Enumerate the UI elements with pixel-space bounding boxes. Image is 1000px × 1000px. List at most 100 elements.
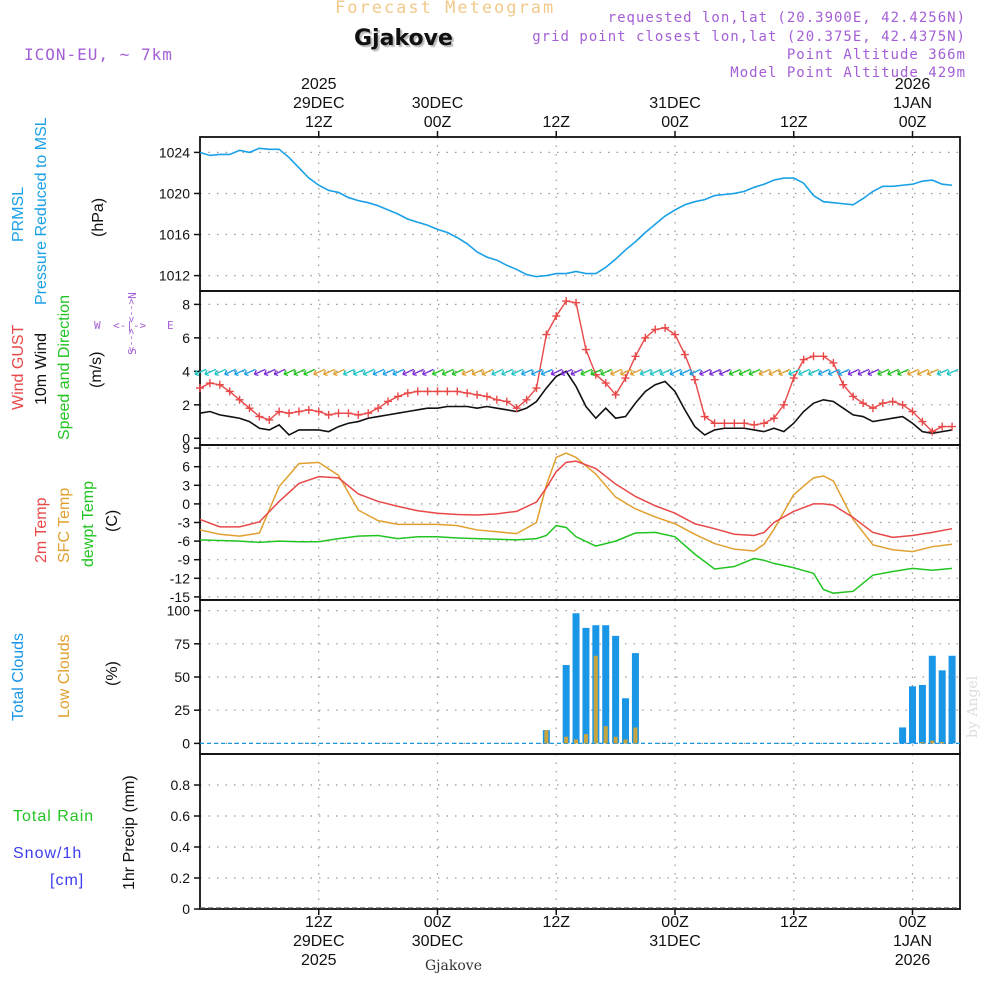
wind-direction-arrow	[827, 368, 840, 376]
wind-gust-marker	[324, 410, 333, 419]
y-tick-label: -6	[178, 533, 191, 549]
time-label-line: 1JAN	[892, 95, 933, 112]
wind-gust-marker	[205, 379, 214, 388]
wind-gust-marker	[631, 352, 640, 361]
location-name: Gjakove	[354, 26, 453, 51]
wind-gust-marker	[482, 392, 491, 401]
wind-gust-marker	[275, 407, 284, 416]
wind-gust-marker	[473, 390, 482, 399]
wind-direction-arrow	[788, 368, 801, 376]
wind-direction-arrow	[718, 368, 731, 376]
y-tick-label: 6	[182, 330, 190, 346]
model-label: ICON-EU, ~ 7km	[24, 45, 173, 64]
low-cloud-bar	[920, 742, 925, 744]
wind-gust-marker	[671, 330, 679, 339]
wind-gust-marker	[393, 392, 402, 401]
wind-direction-arrow	[768, 368, 781, 376]
wind-direction-arrow	[857, 368, 870, 376]
wind-gust-marker	[878, 399, 887, 408]
wind-direction-arrow	[293, 368, 306, 376]
wind-direction-arrow	[679, 368, 692, 376]
wind-gust-marker	[294, 407, 303, 416]
panel-2: -15 -12 -9 -6 -3 0 3 6 9	[170, 440, 961, 605]
low-cloud-bar	[593, 655, 598, 744]
footer-location: Gjakove	[425, 958, 482, 974]
time-label: 2026 1JAN 00Z	[873, 75, 953, 132]
y-tick-label: 0.6	[171, 808, 191, 824]
wind-gust-marker	[779, 400, 788, 409]
wind-gust-marker	[819, 352, 828, 361]
low-cloud-bar	[583, 734, 588, 744]
y-tick-label: 1024	[159, 144, 190, 160]
wind-direction-arrow	[689, 368, 702, 376]
requested-coordinates: requested lon,lat (20.3900E, 42.4256N)	[607, 10, 966, 26]
model-altitude: Model Point Altitude 429m	[730, 65, 966, 81]
wind-direction-arrow	[560, 368, 573, 376]
total-cloud-bar	[602, 625, 610, 744]
wind-gust-marker	[641, 333, 650, 342]
wind-direction-arrow	[936, 368, 949, 376]
wind-gust-marker	[918, 417, 927, 426]
total-cloud-bar	[631, 653, 639, 744]
time-label-line: 12Z	[304, 914, 333, 931]
time-label-line: 00Z	[661, 114, 689, 131]
low-cloud-bar	[623, 739, 628, 744]
wind-gust-marker	[621, 374, 630, 383]
total-cloud-bar	[612, 635, 620, 744]
point-altitude: Point Altitude 366m	[786, 47, 966, 63]
compass-middle-arrow: <-|->	[113, 319, 147, 332]
total-cloud-bar	[938, 670, 946, 744]
compass-west: W	[94, 319, 101, 332]
wind-direction-arrow	[520, 368, 533, 376]
wind-direction-arrow	[313, 368, 326, 376]
wind-gust-marker	[453, 387, 462, 396]
y-tick-label: 8	[182, 296, 190, 312]
time-label-line: 00Z	[661, 914, 689, 931]
y-tick-label: 4	[182, 363, 190, 379]
wind-gust-marker	[522, 395, 531, 404]
wind-direction-arrow	[392, 368, 405, 376]
wind-direction-arrow	[372, 368, 385, 376]
wind-gust-marker	[196, 384, 204, 393]
wind-gust-marker	[690, 375, 699, 384]
wind-gust-marker	[285, 409, 294, 418]
time-label-line: 2026	[894, 76, 931, 93]
wind-direction-arrow	[273, 368, 286, 376]
wind-direction-arrow	[798, 368, 810, 376]
wind-direction-arrow	[659, 368, 672, 376]
time-label: 2025 29DEC 12Z	[279, 75, 359, 132]
temp-2m-line	[199, 460, 953, 539]
y-tick-label: 0	[182, 430, 190, 446]
y-tick-label: 0	[182, 901, 190, 917]
wind-gust-marker	[344, 409, 353, 418]
wind-gust-marker	[740, 419, 749, 428]
wind-direction-arrow	[540, 368, 553, 376]
wind-direction-arrow	[887, 368, 899, 376]
wind-direction-arrow	[382, 368, 395, 376]
wind-direction-arrow	[263, 368, 276, 376]
time-label-line: 31DEC	[649, 95, 701, 112]
low-cloud-bar	[544, 730, 549, 744]
y-tick-label: 6	[182, 459, 190, 475]
wind-gust-marker	[789, 374, 798, 383]
wind-direction-arrow	[807, 368, 820, 376]
wind-gust-line	[199, 300, 953, 433]
wind-gust-marker	[799, 355, 808, 364]
wind-gust-marker	[255, 412, 264, 421]
time-label-line: 00Z	[898, 914, 927, 931]
total-cloud-bar	[562, 665, 570, 744]
wind-direction-arrow	[570, 368, 583, 376]
time-label: 00Z 30DEC	[398, 913, 478, 970]
wind-direction-arrow	[758, 368, 771, 376]
time-label-line: 12Z	[542, 914, 571, 931]
y-tick-label: 2	[182, 397, 190, 413]
wind-gust-marker	[225, 387, 234, 396]
wind-gust-marker	[581, 345, 590, 354]
pressure-line	[199, 147, 953, 278]
total-cloud-bar	[928, 655, 936, 744]
time-label-line: 29DEC	[292, 95, 345, 112]
panel-frame	[199, 136, 961, 292]
panel-frame	[199, 290, 961, 446]
wind-direction-arrow	[204, 368, 217, 376]
